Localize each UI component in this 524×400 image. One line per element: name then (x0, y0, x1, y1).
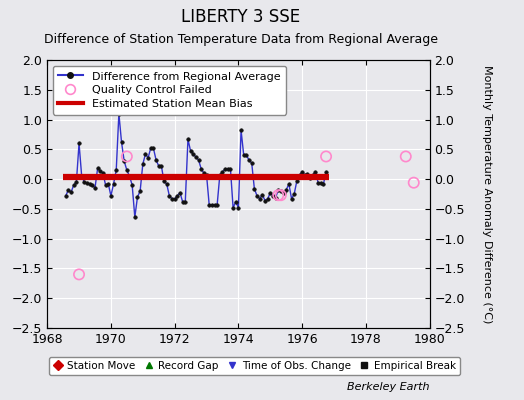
Legend: Station Move, Record Gap, Time of Obs. Change, Empirical Break: Station Move, Record Gap, Time of Obs. C… (49, 357, 460, 375)
Point (277, 192, 285, 198)
Point (75, 271, 83, 278)
Text: Difference of Station Temperature Data from Regional Average: Difference of Station Temperature Data f… (44, 33, 438, 46)
Point (410, 180, 418, 186)
Point (123, 153, 131, 160)
Text: Berkeley Earth: Berkeley Earth (347, 382, 430, 392)
Y-axis label: Monthly Temperature Anomaly Difference (°C): Monthly Temperature Anomaly Difference (… (482, 65, 492, 323)
Text: LIBERTY 3 SSE: LIBERTY 3 SSE (181, 8, 301, 26)
Point (322, 153, 330, 160)
Point (401, 153, 410, 160)
Point (274, 192, 282, 198)
